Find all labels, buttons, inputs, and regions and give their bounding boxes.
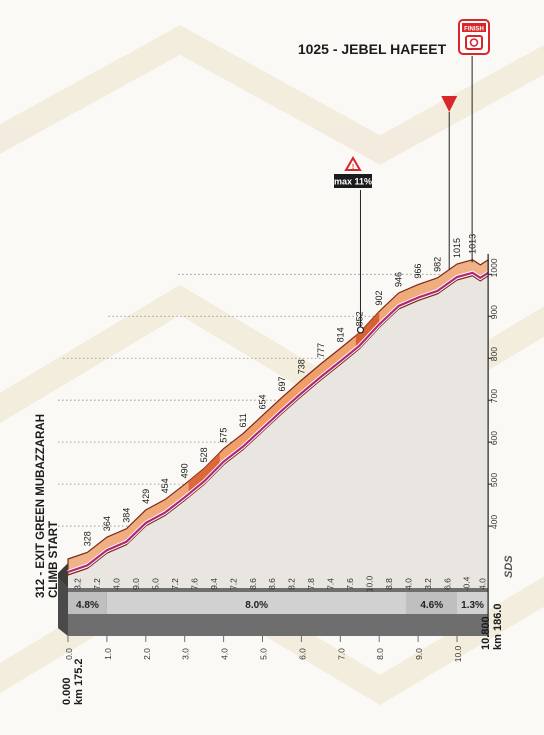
start-km: 0.000 km 175.2 bbox=[61, 659, 85, 705]
altitude-label: 697 bbox=[277, 376, 287, 391]
altitude-label: 454 bbox=[160, 478, 170, 493]
altitude-label: 490 bbox=[180, 463, 190, 478]
altitude-label: 429 bbox=[141, 489, 151, 504]
avg-gradient-band bbox=[68, 592, 107, 614]
segment-gradient-label: 8.6 bbox=[267, 578, 277, 590]
km-tick-label: 9.0 bbox=[414, 648, 424, 660]
max-gradient-text: max 11% bbox=[334, 177, 372, 187]
altitude-label: 946 bbox=[394, 272, 404, 287]
altitude-label: 814 bbox=[335, 327, 345, 342]
avg-gradient-label: 8.0% bbox=[245, 600, 268, 611]
marker-layer bbox=[356, 56, 473, 334]
segment-gradient-label: 7.2 bbox=[92, 578, 102, 590]
segment-gradient-layer: 3.2 7.2 4.0 9.0 5.0 7.2 7.6 9.4 7.2 8.6 8.6 8.2 7.8 7… bbox=[73, 575, 488, 592]
altitude-label: 364 bbox=[102, 516, 112, 531]
segment-gradient-label: 5.0 bbox=[151, 578, 161, 590]
avg-gradient-label: 4.6% bbox=[420, 600, 443, 611]
km-tick-label: 3.0 bbox=[181, 648, 191, 660]
km-tick-label: 2.0 bbox=[142, 648, 152, 660]
km-tick-label: 8.0 bbox=[375, 648, 385, 660]
avg-gradient-band bbox=[406, 592, 457, 614]
start-label: 312 - EXIT GREEN MUBAZZARAH CLIMB START bbox=[35, 414, 60, 598]
segment-gradient-label: 6.6 bbox=[442, 578, 452, 590]
sds-logo-text: SDS bbox=[503, 555, 515, 578]
segment-gradient-label: 4.0 bbox=[403, 578, 413, 590]
altitude-label-layer: 328 364 384 429 454 490 528 575 611 654 697 738 777 8… bbox=[82, 234, 477, 546]
avg-gradient-label: 1.3% bbox=[461, 600, 484, 611]
segment-gradient-label: 7.2 bbox=[170, 578, 180, 590]
altitude-label: 777 bbox=[316, 343, 326, 358]
max-gradient-badge: ! max 11% bbox=[334, 156, 372, 188]
start-label-line2: CLIMB START bbox=[48, 521, 60, 598]
segment-gradient-label: 4.0 bbox=[112, 578, 122, 590]
km-tick-layer: 0.0 1.0 2.0 3.0 4.0 5.0 6.0 7.0 8.0 9.0 10.0 bbox=[64, 636, 463, 662]
segment-gradient-label: 9.4 bbox=[209, 578, 219, 590]
finish-km-race: km 186.0 bbox=[492, 604, 504, 650]
segment-gradient-label: 10.0 bbox=[364, 575, 374, 592]
altitude-label: 982 bbox=[433, 257, 443, 272]
avg-gradient-label: 4.8% bbox=[76, 600, 99, 611]
altitude-tick-label: 400 bbox=[489, 515, 499, 529]
road-line bbox=[67, 271, 489, 574]
altitude-label: 611 bbox=[238, 413, 248, 427]
start-label-line1: 312 - EXIT GREEN MUBAZZARAH bbox=[35, 414, 47, 598]
altitude-tick-label: 800 bbox=[489, 347, 499, 361]
km-tick-label: 1.0 bbox=[103, 648, 113, 660]
segment-gradient-label: 4.0 bbox=[477, 578, 487, 590]
segment-gradient-label: 7.8 bbox=[306, 578, 316, 590]
profile-left-face bbox=[58, 563, 68, 588]
segment-gradient-label: 8.8 bbox=[384, 578, 394, 590]
altitude-label: 852 bbox=[355, 311, 365, 326]
finish-km: 10.800 km 186.0 bbox=[480, 604, 504, 650]
finish-km-total: 10.800 bbox=[480, 616, 492, 650]
altitude-label: 528 bbox=[199, 447, 209, 462]
finish-icon: FINISH bbox=[458, 19, 490, 55]
finish-icon-text: FINISH bbox=[464, 27, 484, 33]
altitude-label: 384 bbox=[121, 508, 131, 523]
finish-title: 1025 - JEBEL HAFEET bbox=[298, 41, 447, 57]
altitude-label: 966 bbox=[413, 264, 423, 279]
altitude-label: 328 bbox=[82, 531, 92, 546]
segment-gradient-label: 7.2 bbox=[228, 578, 238, 590]
segment-gradient-label: 9.0 bbox=[131, 578, 141, 590]
ground-slab-side bbox=[58, 578, 68, 636]
altitude-label: 738 bbox=[296, 359, 306, 374]
segment-gradient-label: 3.2 bbox=[423, 578, 433, 590]
km-tick-label: 4.0 bbox=[220, 648, 230, 660]
altitude-tick-label: 500 bbox=[489, 473, 499, 487]
km-tick-label: 10.0 bbox=[453, 645, 463, 662]
start-km-race: km 175.2 bbox=[73, 659, 85, 705]
avg-gradient-band bbox=[106, 592, 407, 614]
sds-logo: SDS bbox=[503, 555, 515, 578]
altitude-label: 902 bbox=[374, 290, 384, 305]
segment-gradient-label: 3.2 bbox=[73, 578, 83, 590]
altitude-label: 1015 bbox=[452, 238, 462, 258]
altitude-label: 654 bbox=[258, 394, 268, 409]
segment-gradient-label: 7.6 bbox=[345, 578, 355, 590]
km-tick-label: 5.0 bbox=[259, 648, 269, 660]
altitude-label: 575 bbox=[219, 428, 229, 443]
start-km-total: 0.000 bbox=[61, 677, 73, 705]
km-tick-label: 7.0 bbox=[336, 648, 346, 660]
average-gradient-layer: 4.8% 8.0% 4.6% 1.3% bbox=[68, 592, 489, 614]
max-gradient-point bbox=[356, 326, 365, 334]
altitude-tick-layer: 400 500 600 700 800 900 1000 bbox=[487, 253, 499, 636]
altitude-tick-label: 600 bbox=[489, 431, 499, 445]
last-km-flag-icon bbox=[441, 96, 458, 112]
segment-gradient-label: -0.4 bbox=[462, 576, 472, 591]
segment-gradient-label: 8.6 bbox=[248, 578, 258, 590]
svg-text:!: ! bbox=[352, 164, 354, 171]
km-tick-label: 6.0 bbox=[297, 648, 307, 660]
segment-gradient-label: 7.4 bbox=[326, 578, 336, 590]
altitude-tick-label: 900 bbox=[489, 305, 499, 319]
altitude-tick-label: 700 bbox=[489, 389, 499, 403]
segment-gradient-label: 8.2 bbox=[287, 578, 297, 590]
altitude-tick-label: 1000 bbox=[489, 258, 499, 277]
km-tick-label: 0.0 bbox=[64, 648, 74, 660]
segment-gradient-label: 7.6 bbox=[189, 578, 199, 590]
avg-gradient-band bbox=[457, 592, 489, 614]
